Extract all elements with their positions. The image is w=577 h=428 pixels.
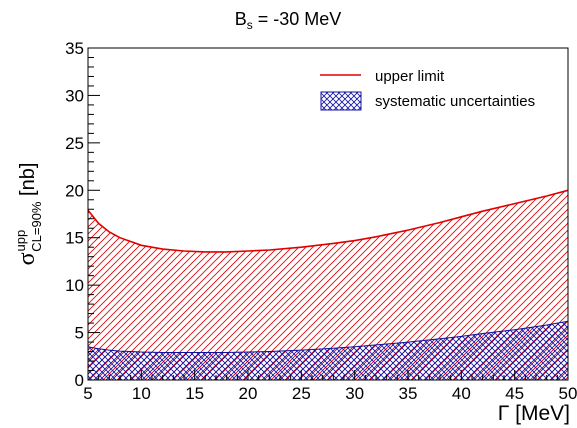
x-axis-ticks: 5 10 15 20 25 30 35 40 45 50 <box>83 370 577 403</box>
x-tick-label-50: 50 <box>559 384 577 403</box>
y-tick-label-30: 30 <box>65 86 84 105</box>
x-tick-label-40: 40 <box>452 384 471 403</box>
y-axis-label-symbol: σ <box>14 252 40 265</box>
y-tick-label-25: 25 <box>65 134 84 153</box>
x-tick-label-25: 25 <box>292 384 311 403</box>
legend-label-systematic: systematic uncertainties <box>375 93 535 110</box>
line-systematic <box>87 320 569 353</box>
y-tick-label-35: 35 <box>65 39 84 58</box>
svg-text:σuppCL=90% [nb]: σuppCL=90% [nb] <box>13 163 44 266</box>
y-tick-label-0: 0 <box>75 371 84 390</box>
legend-label-upper-limit: upper limit <box>375 68 445 85</box>
chart-title: Bs = -30 MeV <box>235 9 342 32</box>
chart-title-suffix: = -30 MeV <box>253 9 342 29</box>
x-axis-label: Γ [MeV] <box>498 402 570 425</box>
y-tick-label-20: 20 <box>65 181 84 200</box>
series-lines <box>87 189 569 353</box>
x-tick-label-20: 20 <box>239 384 258 403</box>
plot-frame <box>87 47 569 381</box>
y-tick-label-15: 15 <box>65 229 84 248</box>
area-systematic <box>88 321 568 380</box>
x-tick-label-45: 45 <box>505 384 524 403</box>
y-tick-label-10: 10 <box>65 276 84 295</box>
y-tick-label-5: 5 <box>75 324 84 343</box>
y-axis-label-unit: [nb] <box>17 163 39 202</box>
y-axis-ticks: 0 5 10 15 20 25 30 35 <box>65 39 100 390</box>
x-tick-label-15: 15 <box>185 384 204 403</box>
x-tick-label-5: 5 <box>83 384 92 403</box>
x-tick-label-10: 10 <box>132 384 151 403</box>
series-areas <box>88 190 568 380</box>
legend-swatch-systematic <box>320 91 362 111</box>
y-axis-label-superscript: upp <box>13 230 28 252</box>
x-tick-label-35: 35 <box>399 384 418 403</box>
x-tick-label-30: 30 <box>345 384 364 403</box>
chart-title-subscript: s <box>247 18 253 32</box>
y-axis-label-subscript: CL=90% <box>29 201 44 252</box>
y-axis-label: σuppCL=90% [nb] <box>13 163 44 266</box>
legend: upper limit systematic uncertainties <box>320 68 535 111</box>
area-upper-limit <box>88 190 568 380</box>
line-upper-limit <box>87 189 569 253</box>
